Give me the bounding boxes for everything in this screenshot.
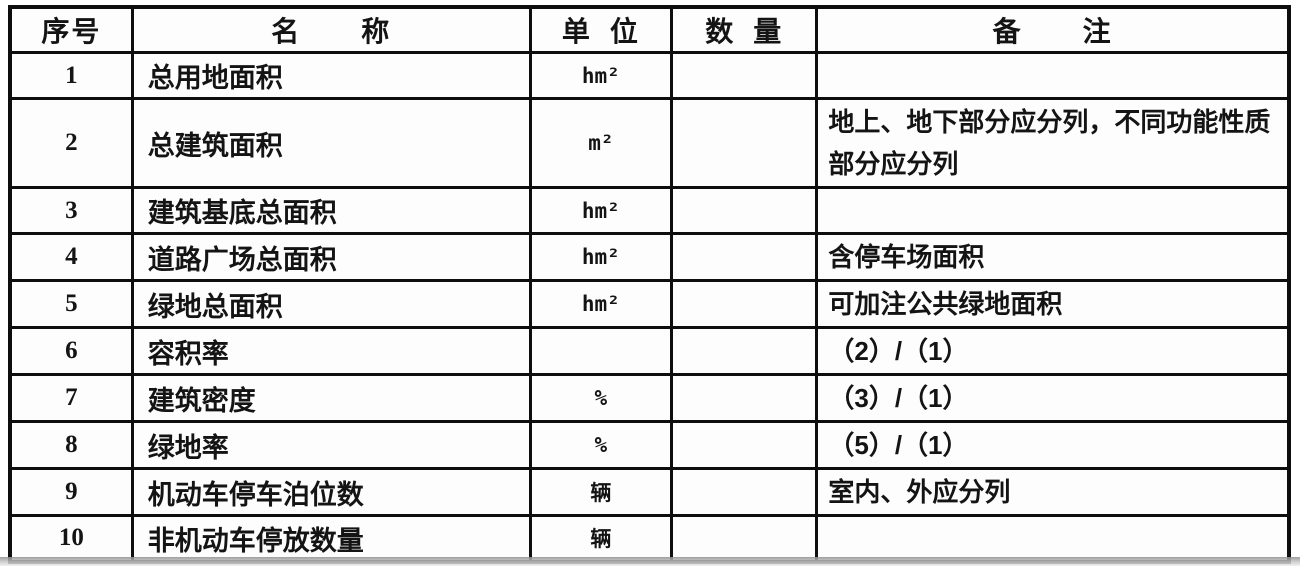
- cell-qty: [670, 373, 819, 423]
- cell-name: 绿地率: [130, 420, 532, 470]
- table-row: 5 绿地总面积 hm² 可加注公共绿地面积: [8, 279, 1291, 329]
- cell-remark: （5）/（1）: [815, 420, 1291, 470]
- cell-no: 4: [8, 232, 134, 282]
- scan-edge-shadow: [0, 557, 1300, 566]
- cell-remark: 可加注公共绿地面积: [815, 279, 1291, 329]
- cell-name: 机动车停车泊位数: [130, 467, 532, 517]
- cell-qty: [670, 420, 819, 470]
- cell-unit: 辆: [528, 514, 674, 563]
- indicators-table: 序号 名 称 单 位 数 量 备 注 1 总用地面积 hm² 2 总建筑面积 m…: [8, 5, 1291, 564]
- cell-name: 容积率: [130, 326, 532, 376]
- column-header-unit: 单 位: [528, 5, 674, 54]
- cell-remark: 室内、外应分列: [815, 467, 1291, 517]
- cell-unit: m²: [528, 97, 674, 189]
- cell-qty: [670, 326, 819, 376]
- cell-no: 3: [8, 186, 134, 235]
- column-header-remark: 备 注: [815, 5, 1291, 54]
- column-header-no: 序号: [8, 5, 134, 54]
- cell-qty: [670, 467, 819, 517]
- cell-qty: [670, 51, 819, 100]
- cell-name: 建筑基底总面积: [130, 186, 532, 235]
- cell-name: 总用地面积: [130, 51, 532, 100]
- cell-no: 7: [8, 373, 134, 423]
- cell-name: 总建筑面积: [130, 97, 532, 189]
- cell-unit: hm²: [528, 186, 674, 235]
- table-row: 4 道路广场总面积 hm² 含停车场面积: [8, 232, 1291, 282]
- table-row: 9 机动车停车泊位数 辆 室内、外应分列: [8, 467, 1291, 517]
- cell-remark: [815, 514, 1291, 563]
- table-row: 1 总用地面积 hm²: [8, 51, 1291, 100]
- cell-no: 9: [8, 467, 134, 517]
- cell-name: 道路广场总面积: [130, 232, 532, 282]
- table-row: 10 非机动车停放数量 辆: [8, 514, 1291, 563]
- cell-qty: [670, 97, 819, 189]
- table-row: 6 容积率 （2）/（1）: [8, 326, 1291, 376]
- cell-no: 10: [8, 514, 134, 563]
- cell-name: 非机动车停放数量: [130, 514, 532, 563]
- cell-no: 2: [8, 97, 134, 189]
- cell-no: 1: [8, 51, 134, 100]
- cell-unit: 辆: [528, 467, 674, 517]
- header-row: 序号 名 称 单 位 数 量 备 注: [8, 5, 1291, 54]
- cell-unit: hm²: [528, 279, 674, 329]
- cell-unit: hm²: [528, 51, 674, 100]
- cell-unit: %: [528, 420, 674, 470]
- table-row: 8 绿地率 % （5）/（1）: [8, 420, 1291, 470]
- cell-qty: [670, 232, 819, 282]
- column-header-name: 名 称: [130, 5, 532, 54]
- cell-qty: [670, 186, 819, 235]
- cell-qty: [670, 279, 819, 329]
- cell-remark: （3）/（1）: [815, 373, 1291, 423]
- cell-no: 8: [8, 420, 134, 470]
- cell-remark: （2）/（1）: [815, 326, 1291, 376]
- cell-remark: [815, 186, 1291, 235]
- cell-unit: [528, 326, 674, 376]
- table-row: 2 总建筑面积 m² 地上、地下部分应分列，不同功能性质部分应分列: [8, 97, 1291, 189]
- table-row: 3 建筑基底总面积 hm²: [8, 186, 1291, 235]
- cell-qty: [670, 514, 819, 563]
- cell-remark: 含停车场面积: [815, 232, 1291, 282]
- cell-name: 建筑密度: [130, 373, 532, 423]
- cell-no: 5: [8, 279, 134, 329]
- cell-remark: [815, 51, 1291, 100]
- column-header-qty: 数 量: [670, 5, 819, 54]
- cell-no: 6: [8, 326, 134, 376]
- cell-unit: %: [528, 373, 674, 423]
- cell-name: 绿地总面积: [130, 279, 532, 329]
- table-row: 7 建筑密度 % （3）/（1）: [8, 373, 1291, 423]
- cell-remark: 地上、地下部分应分列，不同功能性质部分应分列: [815, 97, 1291, 189]
- cell-unit: hm²: [528, 232, 674, 282]
